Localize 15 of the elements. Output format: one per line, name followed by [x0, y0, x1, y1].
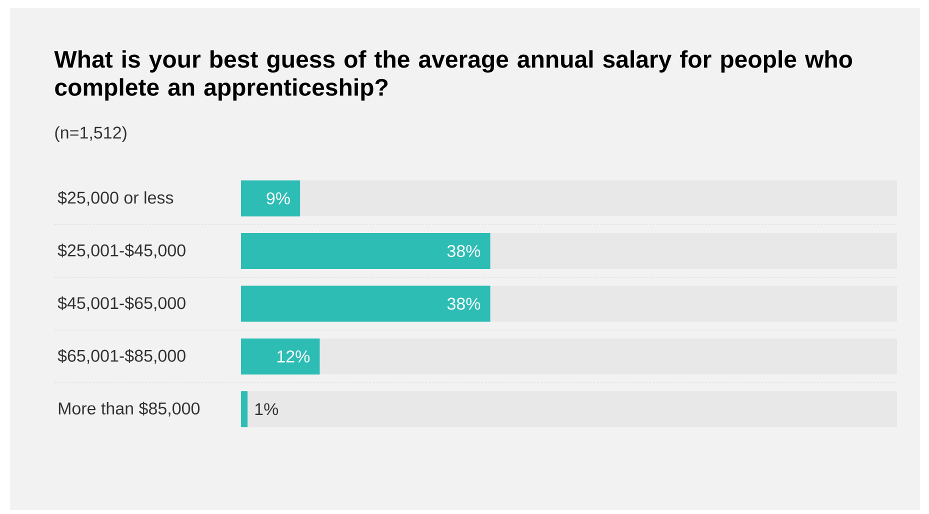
y-tick-label: $65,001-$85,000 — [58, 349, 186, 364]
bar — [241, 338, 320, 374]
bar — [241, 391, 248, 428]
data-label: 12% — [277, 350, 310, 362]
data-label: 1% — [255, 403, 278, 416]
text: (n=1,512) — [55, 126, 126, 142]
y-tick-label: $45,001-$65,000 — [58, 296, 186, 312]
data-label: 38% — [447, 298, 480, 310]
data-label: 9% — [266, 192, 290, 204]
y-tick-label: $25,001-$45,000 — [58, 244, 186, 258]
bar — [241, 180, 300, 216]
y-tick-label: More than $85,000 — [58, 402, 200, 417]
data-label: 38% — [447, 245, 480, 258]
y-tick-label: $25,000 or less — [58, 190, 174, 206]
chart-title: What is your best guess of the average annual salary for people who complete an apprenticeship? — [54, 50, 852, 101]
